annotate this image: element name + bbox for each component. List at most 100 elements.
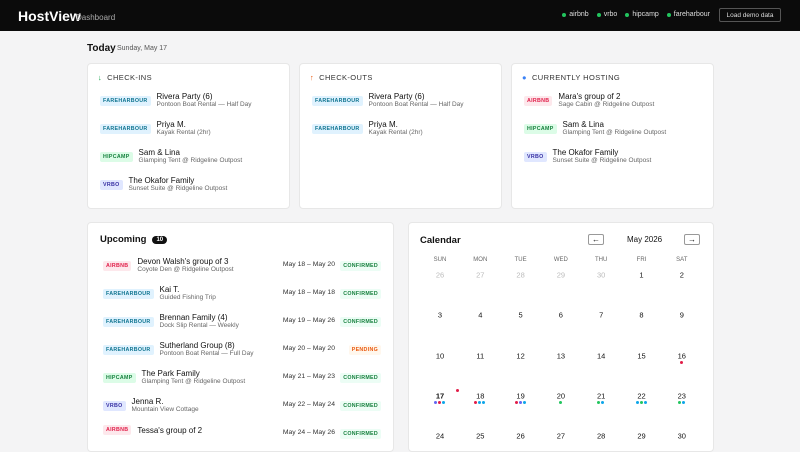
today-date: Sunday, May 17 [117, 45, 168, 52]
calendar-day: 7 [599, 310, 604, 320]
booking-text: The Park Family Glamping Tent @ Ridgeline… [142, 369, 246, 386]
panel-header: ● CURRENTLY HOSTING [522, 73, 620, 82]
upcoming-row: AIRBNB Devon Walsh's group of 3 Coyote Den… [103, 257, 234, 274]
booking-dot [522, 400, 526, 404]
top-bar [0, 0, 800, 31]
booking-row: FAREHARBOUR Priya M. Kayak Rental (2hr) [100, 120, 211, 137]
platform-name: airbnb [569, 11, 589, 18]
upcoming-row: AIRBNB Tessa's group of 2 [103, 425, 202, 435]
calendar-day: 26 [516, 431, 525, 441]
booking-detail: Pontoon Boat Rental — Half Day [156, 101, 252, 108]
weekday: FRI [636, 257, 647, 263]
upcoming-row: VRBO Jenna R. Mountain View Cottage [103, 397, 199, 414]
panel: ↑ CHECK-OUTS FAREHARBOUR Rivera Party (6) Po… [299, 63, 502, 209]
load-demo-button[interactable]: Load demo data [719, 8, 781, 22]
guest-name: Sutherland Group (8) [159, 341, 235, 350]
booking-dates: May 19 – May 26 [282, 317, 335, 324]
panel-header: ↓ CHECK-INS [98, 73, 152, 82]
calendar-day: 5 [518, 310, 523, 320]
next-month[interactable]: → [684, 234, 700, 245]
platform-badge: FAREHARBOUR [103, 344, 154, 355]
status-dot [562, 12, 567, 17]
booking-detail: Dock Slip Rental — Weekly [159, 322, 239, 329]
booking-text: Rivera Party (6) Pontoon Boat Rental — Ha… [369, 92, 464, 109]
panel-title: CURRENTLY HOSTING [531, 73, 621, 82]
booking-status: PENDING [348, 345, 381, 355]
platform-badge: AIRBNB [103, 425, 132, 435]
calendar-day: 13 [556, 351, 566, 361]
booking-dot [518, 400, 522, 404]
platform: fareharbour [666, 11, 710, 18]
calendar-day: 20 [556, 391, 566, 401]
calendar-day: 11 [476, 351, 485, 361]
calendar-day: 1 [639, 270, 644, 280]
booking-text: Rivera Party (6) Pontoon Boat Rental — Ha… [157, 92, 252, 109]
booking-dot [474, 400, 478, 404]
calendar-day: 28 [597, 431, 606, 441]
guest-name: Tessa's group of 2 [137, 425, 203, 435]
booking-text: Devon Walsh's group of 3 Coyote Den @ Rid… [137, 257, 233, 274]
booking-dot [478, 400, 482, 404]
guest-name: Rivera Party (6) [156, 92, 213, 101]
calendar-day: 21 [597, 391, 606, 401]
booking-row: VRBO The Okafor Family Sunset Suite @ Ridg… [524, 148, 651, 165]
guest-name: Jenna R. [131, 397, 164, 406]
panel-icon: ↓ [98, 73, 103, 82]
booking-dot [679, 360, 683, 364]
calendar-day: 29 [637, 431, 646, 441]
booking-text: Sutherland Group (8) Pontoon Boat Rental … [160, 341, 254, 358]
booking-dates: May 18 – May 18 [282, 289, 335, 296]
booking-text: Brennan Family (4) Dock Slip Rental — Wee… [160, 313, 239, 330]
booking-detail: Sage Cabin @ Ridgeline Outpost [558, 101, 655, 108]
guest-name: The Park Family [141, 369, 200, 378]
upcoming-header: Upcoming 10 [100, 234, 168, 245]
guest-name: Devon Walsh's group of 3 [137, 257, 229, 266]
booking-detail: Glamping Tent @ Ridgeline Outpost [141, 378, 246, 385]
booking-dot [601, 400, 605, 404]
booking-dot [677, 400, 681, 404]
calendar-title: Calendar [420, 235, 461, 246]
booking-detail: Coyote Den @ Ridgeline Outpost [137, 266, 234, 273]
guest-name: Kai T. [159, 285, 180, 294]
calendar-day: 9 [679, 310, 684, 320]
booking-text: Jenna R. Mountain View Cottage [132, 397, 199, 414]
prev-month[interactable]: ← [588, 234, 604, 245]
calendar-day: 27 [556, 431, 566, 441]
upcoming-row: FAREHARBOUR Brennan Family (4) Dock Slip R… [103, 313, 239, 330]
calendar-day: 24 [435, 431, 445, 441]
platform: airbnb [562, 11, 589, 18]
calendar-day: 27 [476, 270, 485, 280]
booking-text: Priya M. Kayak Rental (2hr) [157, 120, 211, 137]
booking-status: CONFIRMED [340, 429, 381, 439]
calendar-card: Calendar ← May 2026 → SUN MON TUE WED THU FRI SAT 2… [408, 222, 714, 452]
booking-row: HIPCAMP Sam & Lina Glamping Tent @ Ridgeli… [524, 120, 666, 137]
calendar-day: 23 [677, 391, 686, 401]
panel-title: CHECK-OUTS [319, 73, 373, 82]
platform-badge: AIRBNB [103, 260, 132, 271]
booking-row: FAREHARBOUR Priya M. Kayak Rental (2hr) [312, 120, 423, 137]
booking-dot [482, 400, 486, 404]
booking-row: HIPCAMP Sam & Lina Glamping Tent @ Ridgeli… [100, 148, 242, 165]
platform-status: airbnb vrbo hipcamp fareharbour [562, 11, 710, 18]
booking-text: The Okafor Family Sunset Suite @ Ridgelin… [553, 148, 652, 165]
status-dot [666, 12, 671, 17]
weekday: THU [595, 257, 608, 263]
guest-name: Rivera Party (6) [368, 92, 425, 101]
calendar-day: 30 [677, 431, 686, 441]
today-title: Today [87, 43, 116, 54]
platform-badge: AIRBNB [524, 95, 553, 106]
booking-text: Tessa's group of 2 [137, 426, 202, 435]
calendar-day: 12 [516, 351, 525, 361]
booking-dates: May 24 – May 26 [282, 429, 335, 436]
weekday: TUE [514, 257, 527, 263]
panel: ● CURRENTLY HOSTING AIRBNB Mara's group of … [511, 63, 714, 209]
booking-dot [514, 400, 518, 404]
platform-badge: FAREHARBOUR [100, 95, 151, 106]
booking-text: Sam & Lina Glamping Tent @ Ridgeline Outp… [139, 148, 243, 165]
guest-name: The Okafor Family [128, 176, 195, 185]
panel-icon: ↑ [310, 73, 315, 82]
calendar-day: 26 [435, 270, 445, 280]
booking-detail: Pontoon Boat Rental — Full Day [159, 350, 254, 357]
calendar-day: 2 [679, 270, 684, 280]
